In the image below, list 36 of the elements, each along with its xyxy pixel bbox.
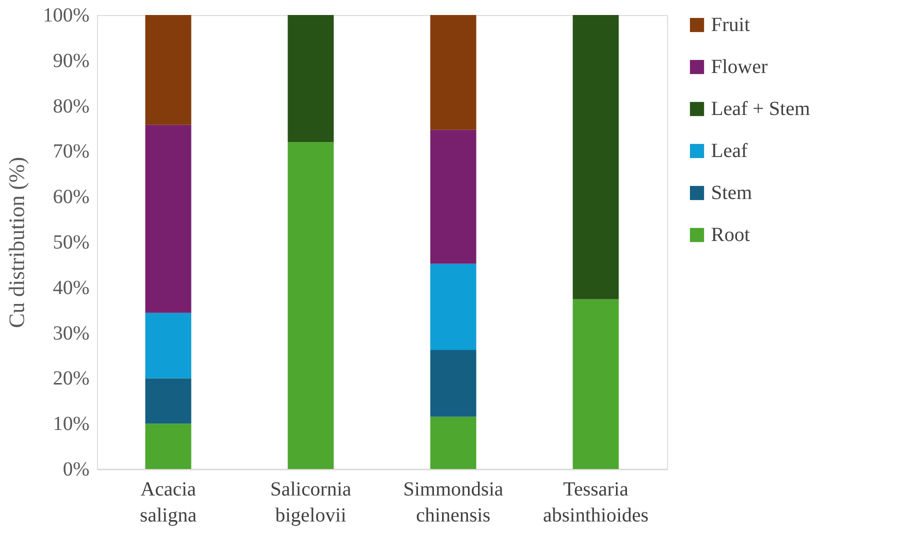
y-tick-label: 0% <box>62 458 90 480</box>
x-tick-label: Salicornia bigelovii <box>270 478 352 526</box>
bar <box>572 15 619 300</box>
y-tick-label: 90% <box>52 50 90 72</box>
x-tick-label: Tessaria absinthioides <box>542 478 649 526</box>
bar <box>145 312 192 378</box>
y-tick-label: 80% <box>52 95 90 118</box>
y-tick-label: 60% <box>52 186 90 208</box>
bar <box>430 264 476 350</box>
legend-label: Stem <box>711 182 753 204</box>
bar <box>145 15 192 125</box>
legend-label: Leaf <box>711 140 748 162</box>
y-tick-label: 30% <box>52 322 90 344</box>
bar <box>288 142 334 469</box>
x-tick-label: Acacia saligna <box>140 478 197 526</box>
bar <box>145 424 192 469</box>
bar <box>430 130 476 264</box>
y-tick-label: 50% <box>52 232 90 254</box>
bar <box>145 378 192 424</box>
y-axis-title: Cu distribution (%) <box>4 156 29 328</box>
legend-label: Root <box>711 224 750 246</box>
bar <box>430 350 476 417</box>
legend-label: Flower <box>711 56 768 78</box>
bar <box>572 299 619 469</box>
y-tick-label: 20% <box>52 368 90 390</box>
y-tick-label: 40% <box>52 276 90 299</box>
bar <box>430 15 476 130</box>
y-tick-label: 70% <box>52 140 90 163</box>
y-tick-label: 10% <box>52 413 90 436</box>
x-tick-label: Simmondsia chinensis <box>403 478 504 526</box>
bar <box>430 416 476 469</box>
legend-label: Leaf + Stem <box>711 98 810 120</box>
legend-label: Fruit <box>711 14 750 36</box>
bar <box>288 15 334 142</box>
y-tick-label: 100% <box>42 4 90 26</box>
bar <box>145 124 192 313</box>
